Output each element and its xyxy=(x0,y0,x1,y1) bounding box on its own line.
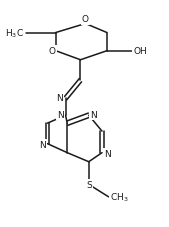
Text: OH: OH xyxy=(134,47,147,56)
Text: H$_3$C: H$_3$C xyxy=(5,27,24,40)
Text: N: N xyxy=(104,150,110,159)
Text: O: O xyxy=(82,15,89,24)
Text: S: S xyxy=(86,180,92,189)
Text: O: O xyxy=(49,47,56,56)
Text: CH$_3$: CH$_3$ xyxy=(110,191,129,203)
Text: N: N xyxy=(57,110,64,119)
Text: N: N xyxy=(56,93,63,102)
Text: N: N xyxy=(90,110,97,119)
Text: N: N xyxy=(39,141,46,150)
